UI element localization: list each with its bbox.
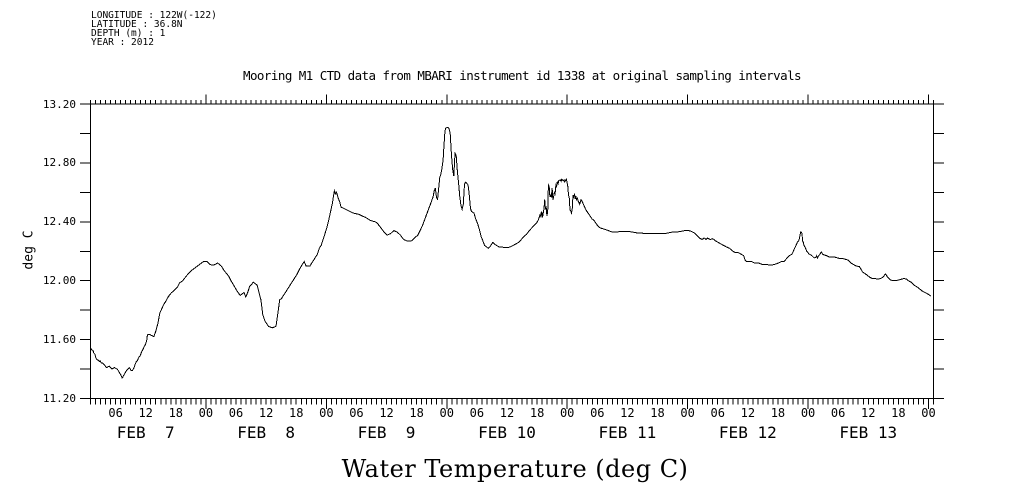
x-hour-tick-label: 12 xyxy=(620,406,635,420)
x-hour-tick-label: 00 xyxy=(680,406,695,420)
x-day-label: FEB 7 xyxy=(116,423,175,442)
y-tick-label: 13.20 xyxy=(42,97,76,111)
x-hour-tick-label: 18 xyxy=(409,406,424,420)
x-hour-tick-label: 00 xyxy=(198,406,214,420)
x-hour-tick-label: 06 xyxy=(830,406,846,420)
x-hour-tick-label: 00 xyxy=(319,406,334,420)
x-hour-tick-label: 06 xyxy=(469,406,485,420)
x-hour-tick-label: 06 xyxy=(228,406,244,420)
x-hour-tick-label: 00 xyxy=(800,406,816,420)
x-hour-tick-label: 06 xyxy=(590,406,605,420)
x-hour-tick-label: 12 xyxy=(258,406,274,420)
temperature-line xyxy=(90,127,931,379)
metadata-longitude: LONGITUDE : 122W(-122) xyxy=(91,10,217,21)
x-hour-tick-label: 00 xyxy=(559,406,575,420)
x-hour-tick-label: 18 xyxy=(288,406,304,420)
y-tick-label: 12.00 xyxy=(42,274,76,288)
x-hour-tick-label: 06 xyxy=(710,406,725,420)
y-tick-label: 12.80 xyxy=(42,156,76,170)
x-hour-tick-label: 18 xyxy=(770,406,786,420)
x-hour-tick-label: 00 xyxy=(439,406,454,420)
x-axis-caption: Water Temperature (deg C) xyxy=(341,455,689,483)
x-hour-tick-label: 06 xyxy=(108,406,123,420)
x-hour-tick-label: 18 xyxy=(168,406,184,420)
x-hour-tick-label: 00 xyxy=(921,406,936,420)
x-hour-tick-label: 18 xyxy=(650,406,665,420)
metadata-year: YEAR : 2012 xyxy=(91,37,154,48)
metadata-latitude: LATITUDE : 36.8N xyxy=(91,19,183,30)
metadata-depth: DEPTH (m) : 1 xyxy=(91,28,166,39)
x-hour-tick-label: 12 xyxy=(379,406,394,420)
x-day-label: FEB 13 xyxy=(839,423,898,442)
chart-title: Mooring M1 CTD data from MBARI instrumen… xyxy=(242,68,802,83)
x-day-label: FEB 8 xyxy=(237,423,296,442)
x-hour-tick-label: 06 xyxy=(349,406,364,420)
x-day-label: FEB 10 xyxy=(478,423,536,442)
metadata-block: LONGITUDE : 122W(-122) LATITUDE : 36.8N … xyxy=(91,10,217,48)
x-day-label: FEB 11 xyxy=(598,423,657,442)
y-tick-label: 11.60 xyxy=(42,333,76,347)
x-hour-tick-label: 18 xyxy=(891,406,906,420)
x-hour-tick-label: 12 xyxy=(138,406,153,420)
y-tick-label: 12.40 xyxy=(42,215,76,229)
x-day-label: FEB 12 xyxy=(718,423,777,442)
x-day-label: FEB 9 xyxy=(357,423,416,442)
x-hour-tick-label: 12 xyxy=(740,406,756,420)
x-hour-tick-label: 18 xyxy=(529,406,545,420)
x-hour-tick-label: 12 xyxy=(499,406,515,420)
axis-ticks xyxy=(80,94,944,409)
x-hour-tick-label: 12 xyxy=(861,406,876,420)
y-tick-label: 11.20 xyxy=(42,392,76,405)
